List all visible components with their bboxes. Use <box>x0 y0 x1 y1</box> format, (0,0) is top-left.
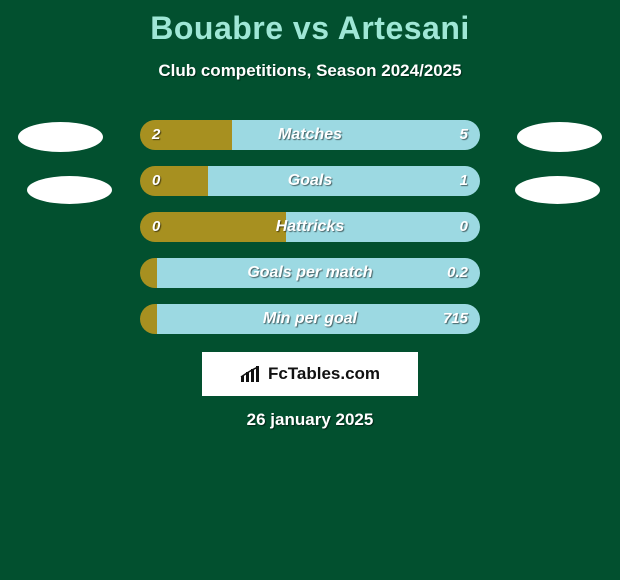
stat-label: Goals <box>140 166 480 196</box>
player-left-name: Bouabre <box>150 10 283 46</box>
stat-value-right: 0.2 <box>447 258 468 288</box>
stat-value-left: 2 <box>152 120 160 150</box>
stat-row: Goals per match0.2 <box>140 258 480 288</box>
team-right-logo-2 <box>515 176 600 204</box>
stat-label: Hattricks <box>140 212 480 242</box>
stat-value-right: 5 <box>460 120 468 150</box>
stats-panel: Matches25Goals01Hattricks00Goals per mat… <box>140 120 480 350</box>
bar-chart-icon <box>240 365 262 383</box>
page-title: Bouabre vs Artesani <box>0 0 620 47</box>
stat-value-right: 0 <box>460 212 468 242</box>
team-left-logo-2 <box>27 176 112 204</box>
stat-row: Min per goal715 <box>140 304 480 334</box>
vs-separator: vs <box>293 10 330 46</box>
stat-row: Goals0 1 <box>140 166 480 196</box>
stat-value-left: 0 <box>152 166 160 196</box>
stat-label: Matches <box>140 120 480 150</box>
stat-value-right: 1 <box>460 166 468 196</box>
team-left-logo-1 <box>18 122 103 152</box>
branding-text: FcTables.com <box>268 364 380 384</box>
stat-row: Matches2 5 <box>140 120 480 150</box>
stat-label: Min per goal <box>140 304 480 334</box>
branding-badge[interactable]: FcTables.com <box>202 352 418 396</box>
subtitle: Club competitions, Season 2024/2025 <box>0 61 620 81</box>
stat-row: Hattricks0 0 <box>140 212 480 242</box>
team-right-logo-1 <box>517 122 602 152</box>
footer-date: 26 january 2025 <box>0 410 620 430</box>
stat-label: Goals per match <box>140 258 480 288</box>
stat-value-left: 0 <box>152 212 160 242</box>
player-right-name: Artesani <box>338 10 470 46</box>
stat-value-right: 715 <box>443 304 468 334</box>
comparison-card: Bouabre vs Artesani Club competitions, S… <box>0 0 620 580</box>
